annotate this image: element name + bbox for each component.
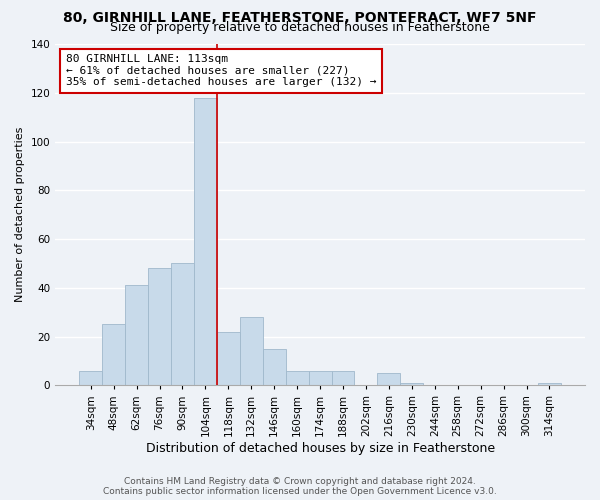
Bar: [217, 332, 240, 386]
X-axis label: Distribution of detached houses by size in Featherstone: Distribution of detached houses by size …: [146, 442, 494, 455]
Bar: [377, 373, 400, 386]
Bar: [308, 370, 332, 386]
Bar: [286, 370, 308, 386]
Bar: [240, 317, 263, 386]
Bar: [102, 324, 125, 386]
Bar: [171, 264, 194, 386]
Y-axis label: Number of detached properties: Number of detached properties: [15, 127, 25, 302]
Bar: [538, 383, 561, 386]
Bar: [148, 268, 171, 386]
Text: 80 GIRNHILL LANE: 113sqm
← 61% of detached houses are smaller (227)
35% of semi-: 80 GIRNHILL LANE: 113sqm ← 61% of detach…: [66, 54, 376, 88]
Text: Contains HM Land Registry data © Crown copyright and database right 2024.
Contai: Contains HM Land Registry data © Crown c…: [103, 476, 497, 496]
Bar: [194, 98, 217, 386]
Bar: [400, 383, 423, 386]
Bar: [332, 370, 355, 386]
Bar: [263, 348, 286, 386]
Text: Size of property relative to detached houses in Featherstone: Size of property relative to detached ho…: [110, 21, 490, 34]
Bar: [79, 370, 102, 386]
Text: 80, GIRNHILL LANE, FEATHERSTONE, PONTEFRACT, WF7 5NF: 80, GIRNHILL LANE, FEATHERSTONE, PONTEFR…: [63, 11, 537, 25]
Bar: [125, 286, 148, 386]
